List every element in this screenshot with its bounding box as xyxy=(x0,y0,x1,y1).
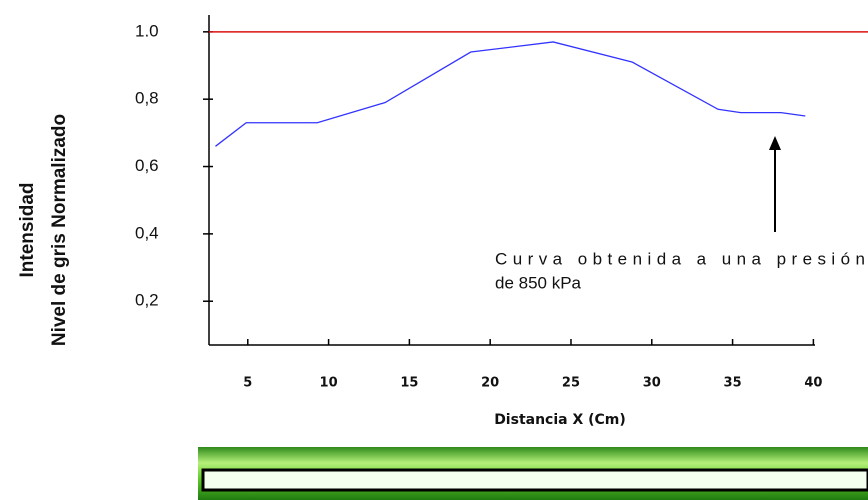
annotation: Curva obtenida a una presión xyxy=(495,249,865,268)
chart: Intensidad Nivel de gris Normalizado Dis… xyxy=(0,0,868,500)
x-tick-label: 10 xyxy=(320,376,338,391)
y-tick-label: 0,8 xyxy=(135,89,159,108)
x-tick-label: 35 xyxy=(724,376,742,391)
arrow-head xyxy=(769,136,781,150)
y-axis-title: Nivel de gris Normalizado xyxy=(49,114,70,346)
y-tick-label: 0,4 xyxy=(135,223,159,242)
y-tick-label: 0,2 xyxy=(135,291,159,310)
x-tick-label: 40 xyxy=(804,376,822,391)
x-tick-label: 5 xyxy=(243,376,252,391)
x-tick-label: 25 xyxy=(562,376,580,391)
x-tick-label: 30 xyxy=(643,376,661,391)
y-axis-title: Intensidad xyxy=(17,182,38,277)
x-axis-title: Distancia X (Cm) xyxy=(494,412,626,428)
x-tick-label: 15 xyxy=(400,376,418,391)
x-tick-label: 20 xyxy=(481,376,499,391)
strip-frame xyxy=(203,470,868,490)
annotation: de 850 kPa xyxy=(495,273,582,292)
data-line xyxy=(215,42,805,146)
y-tick-label: 0,6 xyxy=(135,156,159,175)
y-tick-label: 1.0 xyxy=(135,21,159,40)
page: Intensidad Nivel de gris Normalizado Dis… xyxy=(0,0,868,500)
